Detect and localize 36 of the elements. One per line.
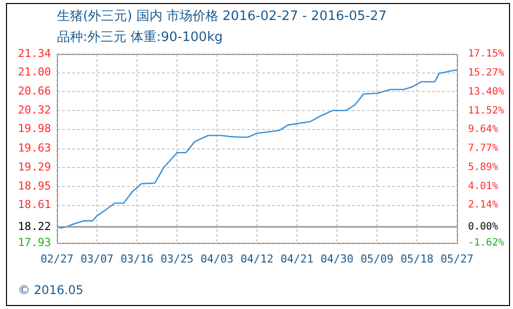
- y2-tick-label: 2.14%: [468, 200, 498, 211]
- text: © 2016.05: [18, 283, 84, 297]
- y-tick-label: 19.29: [18, 160, 51, 174]
- x-tick-label: 04/30: [320, 252, 354, 266]
- y2-tick-label: 9.64%: [468, 124, 498, 136]
- x-tick-label: 03/07: [80, 252, 114, 266]
- y2-tick-label: 7.77%: [468, 143, 498, 154]
- x-tick-label: 05/27: [440, 252, 474, 266]
- x-tick-label: 03/25: [160, 252, 194, 266]
- y2-tick-label: 17.15%: [468, 48, 504, 60]
- y2-tick-label: -1.62%: [468, 238, 504, 249]
- x-tick-label: 05/18: [400, 252, 434, 266]
- y-tick-label: 20.66: [18, 84, 51, 98]
- y-tick-label: 18.22: [18, 220, 51, 233]
- x-tick-label: 04/03: [200, 252, 234, 266]
- y-tick-label: 19.98: [18, 122, 51, 136]
- y-tick-label: 20.32: [18, 103, 51, 116]
- x-tick-label: 04/21: [280, 252, 314, 266]
- y2-tick-label: 15.27%: [468, 68, 504, 79]
- y-tick-label: 17.93: [18, 236, 51, 249]
- y-tick-label: 19.63: [18, 142, 51, 155]
- y-tick-label: 21.00: [18, 66, 51, 79]
- chart-title: 生猪(外三元) 国内 市场价格 2016-02-27 - 2016-05-27: [57, 8, 387, 25]
- y2-tick-label: 0.00%: [468, 221, 498, 232]
- x-tick-label: 03/16: [120, 252, 154, 266]
- y-tick-label: 18.61: [18, 198, 51, 212]
- x-tick-label: 04/12: [240, 252, 274, 266]
- x-tick-label: 02/27: [40, 252, 74, 266]
- x-tick-label: 05/09: [360, 252, 394, 266]
- y2-tick-label: 5.89%: [468, 162, 498, 173]
- y2-tick-label: 13.40%: [468, 86, 504, 98]
- chart-subtitle: 品种:外三元 体重:90-100kg: [57, 29, 223, 46]
- y2-tick-label: 4.01%: [468, 180, 498, 192]
- y-tick-label: 18.95: [18, 179, 51, 192]
- y-tick-label: 21.34: [18, 46, 52, 60]
- y2-tick-label: 11.52%: [468, 105, 504, 116]
